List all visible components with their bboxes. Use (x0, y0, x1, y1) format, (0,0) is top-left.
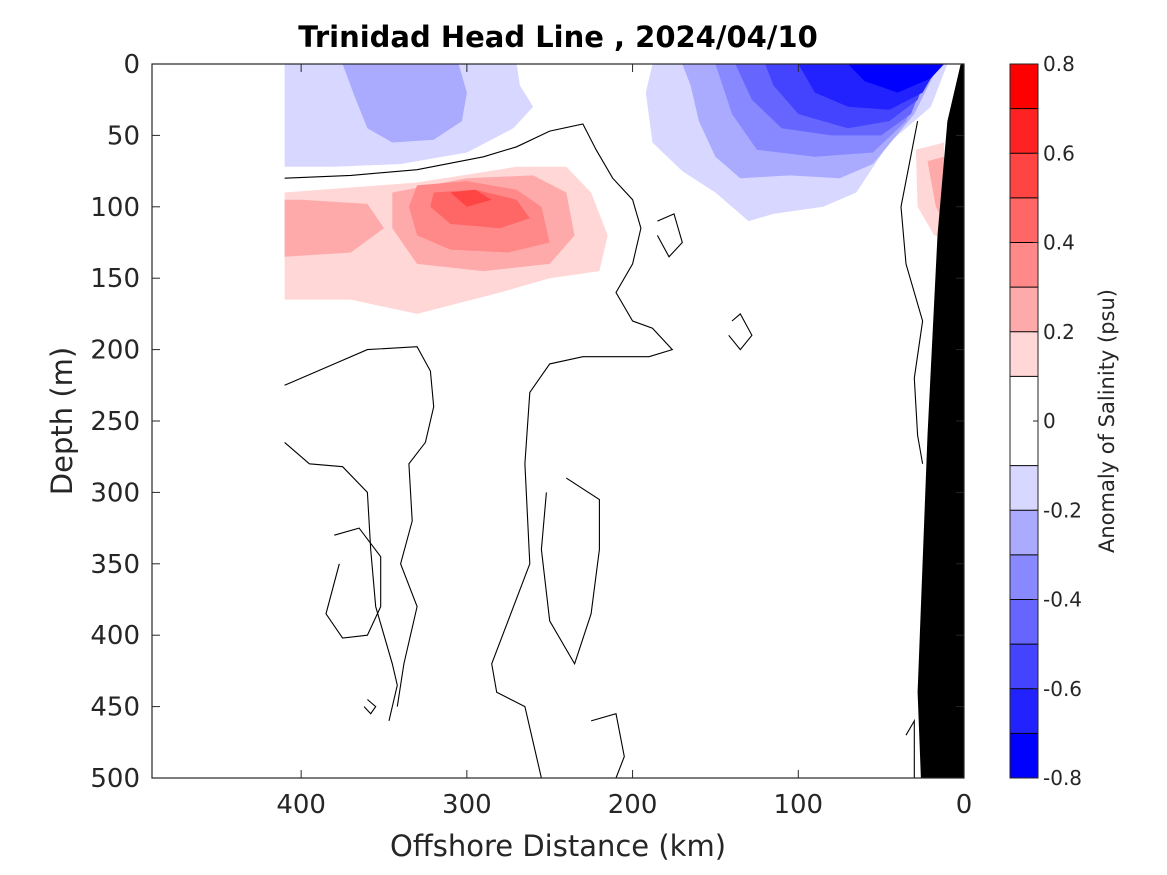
x-tick-label: 300 (442, 790, 492, 820)
colorbar-tick-label: 0.2 (1043, 320, 1075, 344)
y-tick-label: 500 (90, 764, 140, 794)
anomaly-region (927, 156, 945, 222)
zero-contour-line (284, 441, 398, 722)
x-tick-label: 100 (773, 790, 823, 820)
anomaly-region (430, 189, 530, 229)
chart-title: Trinidad Head Line , 2024/04/10 (298, 20, 818, 54)
colorbar-segment (1010, 465, 1038, 511)
y-tick-label: 200 (90, 336, 140, 366)
zero-contour-line (900, 120, 924, 464)
colorbar-tick-label: -0.2 (1043, 498, 1082, 522)
zero-contour-line (540, 477, 600, 666)
zero-contours (284, 120, 924, 778)
anomaly-region (848, 64, 945, 93)
anomaly-fills (284, 64, 948, 314)
colorbar-tick-label: -0.6 (1043, 677, 1082, 701)
y-tick-label: 450 (90, 693, 140, 723)
y-axis-ticks: 0 50 100 150 200 250 300 350 400 450 500 (90, 50, 964, 794)
zero-contour-line (728, 313, 753, 351)
y-tick-label: 0 (123, 50, 140, 80)
seafloor-bathymetry (917, 64, 964, 778)
x-axis-title: Offshore Distance (km) (390, 829, 726, 863)
colorbar-segment (1010, 331, 1038, 377)
plot-area (152, 64, 964, 778)
colorbar-segment (1010, 688, 1038, 734)
y-tick-label: 350 (90, 550, 140, 580)
anomaly-region (450, 189, 492, 207)
zero-contour-line (363, 699, 377, 715)
x-tick-label: 200 (608, 790, 658, 820)
colorbar-title: Anomaly of Salinity (psu) (1095, 289, 1119, 553)
colorbar-segment (1010, 64, 1038, 109)
y-tick-label: 300 (90, 478, 140, 508)
colorbar-segment (1010, 108, 1038, 154)
anomaly-region (284, 199, 384, 257)
colorbar-tick-label: 0.4 (1043, 231, 1075, 255)
colorbar-segments (1010, 64, 1038, 778)
colorbar-tick-label: -0.4 (1043, 588, 1082, 612)
colorbar-segment (1010, 599, 1038, 645)
y-tick-label: 50 (107, 121, 140, 151)
x-tick-label: 0 (956, 790, 973, 820)
y-tick-label: 150 (90, 264, 140, 294)
colorbar-segment (1010, 242, 1038, 288)
colorbar-segment (1010, 733, 1038, 778)
zero-contour-line (325, 527, 382, 639)
zero-contour-line (905, 718, 915, 778)
zero-contour-line (590, 713, 625, 778)
x-axis-ticks: 400 300 200 100 0 (276, 64, 972, 820)
x-tick-label: 400 (276, 790, 326, 820)
colorbar-segment (1010, 510, 1038, 555)
colorbar-segment (1010, 554, 1038, 600)
colorbar-segment (1010, 287, 1038, 332)
colorbar-tick-label: 0 (1043, 409, 1056, 433)
colorbar: 0.8 0.6 0.4 0.2 0 -0.2 -0.4 -0.6 -0.8 Anomaly of… (1009, 52, 1119, 790)
y-tick-label: 250 (90, 407, 140, 437)
y-tick-label: 400 (90, 621, 140, 651)
zero-contour-line (284, 123, 674, 778)
colorbar-tick-label: 0.6 (1043, 141, 1075, 165)
colorbar-tick-label: -0.8 (1043, 766, 1082, 790)
colorbar-segment (1010, 644, 1038, 689)
colorbar-segment (1010, 153, 1038, 198)
zero-contour-line (284, 346, 435, 707)
y-axis-title: Depth (m) (45, 347, 79, 495)
zero-contour-line (656, 213, 683, 258)
y-tick-label: 100 (90, 193, 140, 223)
colorbar-ticks: 0.8 0.6 0.4 0.2 0 -0.2 -0.4 -0.6 -0.8 (1033, 52, 1082, 790)
anomaly-region (342, 64, 467, 143)
colorbar-segment (1010, 197, 1038, 243)
colorbar-tick-label: 0.8 (1043, 52, 1075, 76)
